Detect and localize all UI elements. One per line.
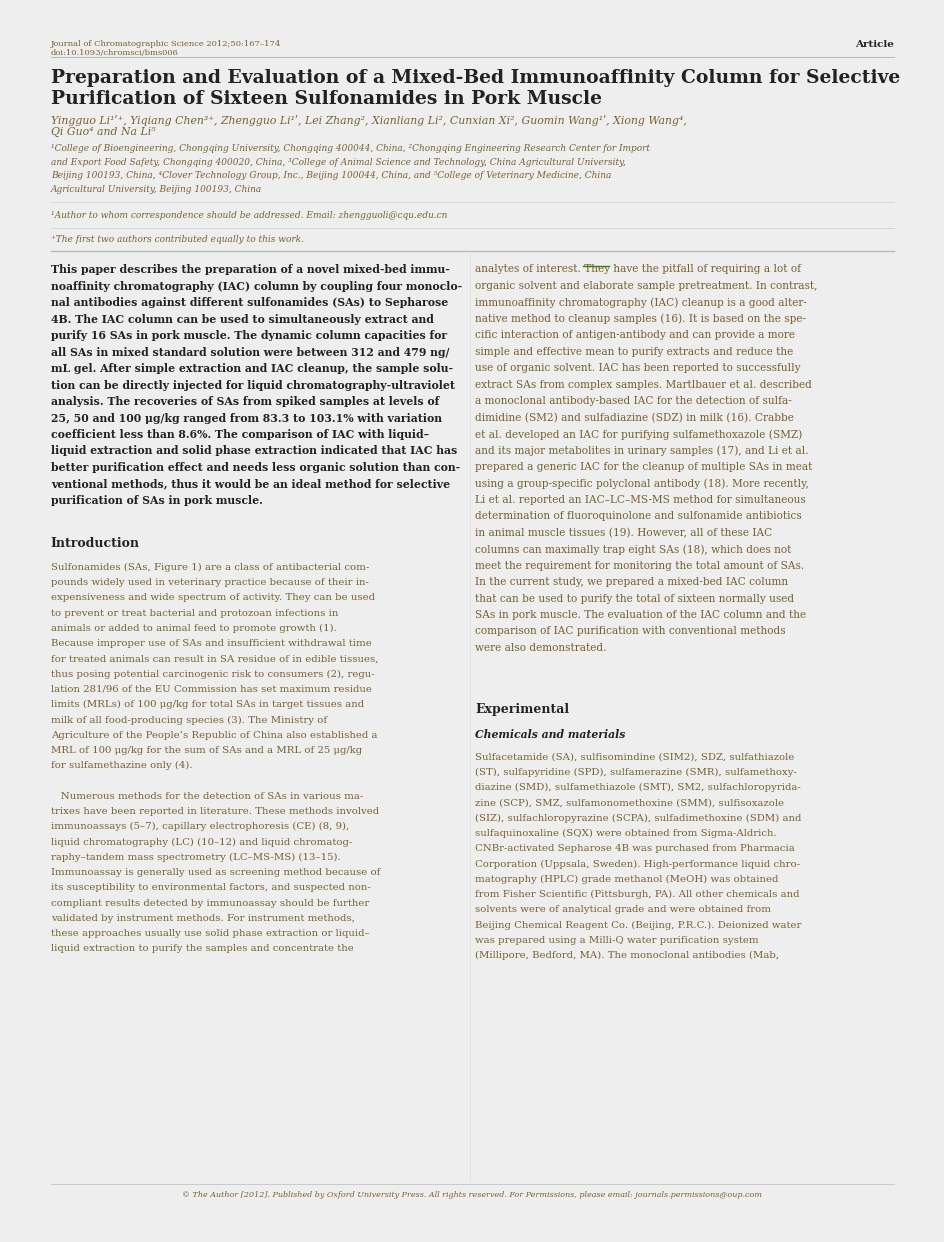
Text: tion can be directly injected for liquid chromatography-ultraviolet: tion can be directly injected for liquid… <box>51 380 454 391</box>
Text: ⁺The first two authors contributed equally to this work.: ⁺The first two authors contributed equal… <box>51 235 304 243</box>
Text: expensiveness and wide spectrum of activity. They can be used: expensiveness and wide spectrum of activ… <box>51 594 375 602</box>
Text: doi:10.1093/chromsci/bms006: doi:10.1093/chromsci/bms006 <box>51 50 178 57</box>
Text: for treated animals can result in SA residue of in edible tissues,: for treated animals can result in SA res… <box>51 655 378 663</box>
Text: Agricultural University, Beijing 100193, China: Agricultural University, Beijing 100193,… <box>51 185 261 194</box>
Text: use of organic solvent. IAC has been reported to successfully: use of organic solvent. IAC has been rep… <box>475 363 800 373</box>
Text: comparison of IAC purification with conventional methods: comparison of IAC purification with conv… <box>475 626 784 636</box>
Text: Article: Article <box>854 40 893 48</box>
Text: Because improper use of SAs and insufficient withdrawal time: Because improper use of SAs and insuffic… <box>51 640 371 648</box>
Text: in animal muscle tissues (19). However, all of these IAC: in animal muscle tissues (19). However, … <box>475 528 771 538</box>
Text: coefficient less than 8.6%. The comparison of IAC with liquid–: coefficient less than 8.6%. The comparis… <box>51 428 429 440</box>
Text: Experimental: Experimental <box>475 703 568 715</box>
Text: native method to cleanup samples (16). It is based on the spe-: native method to cleanup samples (16). I… <box>475 314 805 324</box>
Text: diazine (SMD), sulfamethiazole (SMT), SM2, sulfachloropyrida-: diazine (SMD), sulfamethiazole (SMT), SM… <box>475 784 800 792</box>
Text: matography (HPLC) grade methanol (MeOH) was obtained: matography (HPLC) grade methanol (MeOH) … <box>475 874 778 884</box>
Text: liquid chromatography (LC) (10–12) and liquid chromatog-: liquid chromatography (LC) (10–12) and l… <box>51 837 352 847</box>
Text: for sulfamethazine only (4).: for sulfamethazine only (4). <box>51 761 193 770</box>
Text: immunoassays (5–7), capillary electrophoresis (CE) (8, 9),: immunoassays (5–7), capillary electropho… <box>51 822 348 831</box>
Text: prepared a generic IAC for the cleanup of multiple SAs in meat: prepared a generic IAC for the cleanup o… <box>475 462 812 472</box>
Text: compliant results detected by immunoassay should be further: compliant results detected by immunoassa… <box>51 898 369 908</box>
Text: analytes of interest. They have the pitfall of requiring a lot of: analytes of interest. They have the pitf… <box>475 265 801 274</box>
Text: milk of all food-producing species (3). The Ministry of: milk of all food-producing species (3). … <box>51 715 327 724</box>
Text: This paper describes the preparation of a novel mixed-bed immu-: This paper describes the preparation of … <box>51 265 449 276</box>
Text: Numerous methods for the detection of SAs in various ma-: Numerous methods for the detection of SA… <box>51 791 362 801</box>
Text: sulfaquinoxaline (SQX) were obtained from Sigma-Aldrich.: sulfaquinoxaline (SQX) were obtained fro… <box>475 828 776 838</box>
Text: Preparation and Evaluation of a Mixed-Bed Immunoaffinity Column for Selective: Preparation and Evaluation of a Mixed-Be… <box>51 70 899 87</box>
Text: Sulfonamides (SAs, Figure 1) are a class of antibacterial com-: Sulfonamides (SAs, Figure 1) are a class… <box>51 563 369 571</box>
Text: (ST), sulfapyridine (SPD), sulfamerazine (SMR), sulfamethoxy-: (ST), sulfapyridine (SPD), sulfamerazine… <box>475 768 796 777</box>
Text: CNBr-activated Sepharose 4B was purchased from Pharmacia: CNBr-activated Sepharose 4B was purchase… <box>475 845 794 853</box>
Text: all SAs in mixed standard solution were between 312 and 479 ng/: all SAs in mixed standard solution were … <box>51 347 448 358</box>
Text: limits (MRLs) of 100 μg/kg for total SAs in target tissues and: limits (MRLs) of 100 μg/kg for total SAs… <box>51 700 363 709</box>
Text: and Export Food Safety, Chongqing 400020, China, ³College of Animal Science and : and Export Food Safety, Chongqing 400020… <box>51 158 625 166</box>
Text: Qi Guo⁴ and Na Li⁵: Qi Guo⁴ and Na Li⁵ <box>51 128 156 138</box>
Text: liquid extraction to purify the samples and concentrate the: liquid extraction to purify the samples … <box>51 944 353 954</box>
Text: and its major metabolites in urinary samples (17), and Li et al.: and its major metabolites in urinary sam… <box>475 446 808 456</box>
Text: immunoaffinity chromatography (IAC) cleanup is a good alter-: immunoaffinity chromatography (IAC) clea… <box>475 297 806 308</box>
Text: that can be used to purify the total of sixteen normally used: that can be used to purify the total of … <box>475 594 793 604</box>
Text: cific interaction of antigen-antibody and can provide a more: cific interaction of antigen-antibody an… <box>475 330 794 340</box>
Text: In the current study, we prepared a mixed-bed IAC column: In the current study, we prepared a mixe… <box>475 578 787 587</box>
Text: et al. developed an IAC for purifying sulfamethoxazole (SMZ): et al. developed an IAC for purifying su… <box>475 428 801 440</box>
Text: thus posing potential carcinogenic risk to consumers (2), regu-: thus posing potential carcinogenic risk … <box>51 669 374 679</box>
Text: Journal of Chromatographic Science 2012;50:167–174: Journal of Chromatographic Science 2012;… <box>51 40 281 47</box>
Text: Sulfacetamide (SA), sulfisomindine (SIM2), SDZ, sulfathiazole: Sulfacetamide (SA), sulfisomindine (SIM2… <box>475 753 794 761</box>
Text: Agriculture of the People’s Republic of China also established a: Agriculture of the People’s Republic of … <box>51 730 377 740</box>
Text: nal antibodies against different sulfonamides (SAs) to Sepharose: nal antibodies against different sulfona… <box>51 297 447 308</box>
Text: 25, 50 and 100 μg/kg ranged from 83.3 to 103.1% with variation: 25, 50 and 100 μg/kg ranged from 83.3 to… <box>51 412 442 424</box>
Text: noaffinity chromatography (IAC) column by coupling four monoclo-: noaffinity chromatography (IAC) column b… <box>51 281 462 292</box>
Text: solvents were of analytical grade and were obtained from: solvents were of analytical grade and we… <box>475 905 770 914</box>
Text: extract SAs from complex samples. Martlbauer et al. described: extract SAs from complex samples. Martlb… <box>475 380 811 390</box>
Text: determination of fluoroquinolone and sulfonamide antibiotics: determination of fluoroquinolone and sul… <box>475 512 801 522</box>
Text: Purification of Sixteen Sulfonamides in Pork Muscle: Purification of Sixteen Sulfonamides in … <box>51 91 601 108</box>
Text: Li et al. reported an IAC–LC–MS-MS method for simultaneous: Li et al. reported an IAC–LC–MS-MS metho… <box>475 494 805 504</box>
Text: purification of SAs in pork muscle.: purification of SAs in pork muscle. <box>51 494 262 505</box>
Text: ventional methods, thus it would be an ideal method for selective: ventional methods, thus it would be an i… <box>51 478 449 489</box>
Text: Beijing Chemical Reagent Co. (Beijing, P.R.C.). Deionized water: Beijing Chemical Reagent Co. (Beijing, P… <box>475 920 801 929</box>
Text: Corporation (Uppsala, Sweden). High-performance liquid chro-: Corporation (Uppsala, Sweden). High-perf… <box>475 859 800 868</box>
Text: Immunoassay is generally used as screening method because of: Immunoassay is generally used as screeni… <box>51 868 379 877</box>
Text: Yingguo Li¹ʹ⁺, Yiqiang Chen³⁺, Zhengguo Li¹ʹ, Lei Zhang², Xianliang Li², Cunxian: Yingguo Li¹ʹ⁺, Yiqiang Chen³⁺, Zhengguo … <box>51 116 686 127</box>
Text: (Millipore, Bedford, MA). The monoclonal antibodies (Mab,: (Millipore, Bedford, MA). The monoclonal… <box>475 951 779 960</box>
Text: better purification effect and needs less organic solution than con-: better purification effect and needs les… <box>51 462 460 473</box>
Text: Beijing 100193, China, ⁴Clover Technology Group, Inc., Beijing 100044, China, an: Beijing 100193, China, ⁴Clover Technolog… <box>51 171 611 180</box>
Text: was prepared using a Milli-Q water purification system: was prepared using a Milli-Q water purif… <box>475 935 758 945</box>
Text: organic solvent and elaborate sample pretreatment. In contrast,: organic solvent and elaborate sample pre… <box>475 281 817 291</box>
Text: animals or added to animal feed to promote growth (1).: animals or added to animal feed to promo… <box>51 623 336 633</box>
Text: meet the requirement for monitoring the total amount of SAs.: meet the requirement for monitoring the … <box>475 560 803 570</box>
Text: MRL of 100 μg/kg for the sum of SAs and a MRL of 25 μg/kg: MRL of 100 μg/kg for the sum of SAs and … <box>51 746 362 755</box>
Text: ¹Author to whom correspondence should be addressed. Email: zhengguoli@cqu.edu.cn: ¹Author to whom correspondence should be… <box>51 211 447 220</box>
Text: its susceptibility to environmental factors, and suspected non-: its susceptibility to environmental fact… <box>51 883 370 892</box>
Text: lation 281/96 of the EU Commission has set maximum residue: lation 281/96 of the EU Commission has s… <box>51 684 371 694</box>
Text: raphy–tandem mass spectrometry (LC–MS-MS) (13–15).: raphy–tandem mass spectrometry (LC–MS-MS… <box>51 853 340 862</box>
Text: from Fisher Scientific (Pittsburgh, PA). All other chemicals and: from Fisher Scientific (Pittsburgh, PA).… <box>475 891 799 899</box>
Text: to prevent or treat bacterial and protozoan infections in: to prevent or treat bacterial and protoz… <box>51 609 338 617</box>
Text: using a group-specific polyclonal antibody (18). More recently,: using a group-specific polyclonal antibo… <box>475 478 808 489</box>
Text: ¹College of Bioengineering, Chongqing University, Chongqing 400044, China, ²Chon: ¹College of Bioengineering, Chongqing Un… <box>51 144 649 153</box>
Text: these approaches usually use solid phase extraction or liquid–: these approaches usually use solid phase… <box>51 929 369 938</box>
Text: trixes have been reported in literature. These methods involved: trixes have been reported in literature.… <box>51 807 379 816</box>
Text: Introduction: Introduction <box>51 537 140 549</box>
Text: columns can maximally trap eight SAs (18), which does not: columns can maximally trap eight SAs (18… <box>475 544 791 555</box>
Text: liquid extraction and solid phase extraction indicated that IAC has: liquid extraction and solid phase extrac… <box>51 446 457 457</box>
Text: pounds widely used in veterinary practice because of their in-: pounds widely used in veterinary practic… <box>51 578 368 587</box>
Text: SAs in pork muscle. The evaluation of the IAC column and the: SAs in pork muscle. The evaluation of th… <box>475 610 805 620</box>
Text: validated by instrument methods. For instrument methods,: validated by instrument methods. For ins… <box>51 914 354 923</box>
Text: simple and effective mean to purify extracts and reduce the: simple and effective mean to purify extr… <box>475 347 793 356</box>
Text: zine (SCP), SMZ, sulfamonomethoxine (SMM), sulfisoxazole: zine (SCP), SMZ, sulfamonomethoxine (SMM… <box>475 799 784 807</box>
Text: © The Author [2012]. Published by Oxford University Press. All rights reserved. : © The Author [2012]. Published by Oxford… <box>182 1191 762 1199</box>
Text: Chemicals and materials: Chemicals and materials <box>475 729 625 740</box>
Text: mL gel. After simple extraction and IAC cleanup, the sample solu-: mL gel. After simple extraction and IAC … <box>51 363 452 374</box>
Text: analysis. The recoveries of SAs from spiked samples at levels of: analysis. The recoveries of SAs from spi… <box>51 396 439 407</box>
Text: were also demonstrated.: were also demonstrated. <box>475 643 606 653</box>
Text: a monoclonal antibody-based IAC for the detection of sulfa-: a monoclonal antibody-based IAC for the … <box>475 396 791 406</box>
Text: dimidine (SM2) and sulfadiazine (SDZ) in milk (16). Crabbe: dimidine (SM2) and sulfadiazine (SDZ) in… <box>475 412 793 422</box>
Text: (SIZ), sulfachloropyrazine (SCPA), sulfadimethoxine (SDM) and: (SIZ), sulfachloropyrazine (SCPA), sulfa… <box>475 814 801 822</box>
Text: 4B. The IAC column can be used to simultaneously extract and: 4B. The IAC column can be used to simult… <box>51 314 433 325</box>
Text: purify 16 SAs in pork muscle. The dynamic column capacities for: purify 16 SAs in pork muscle. The dynami… <box>51 330 447 342</box>
